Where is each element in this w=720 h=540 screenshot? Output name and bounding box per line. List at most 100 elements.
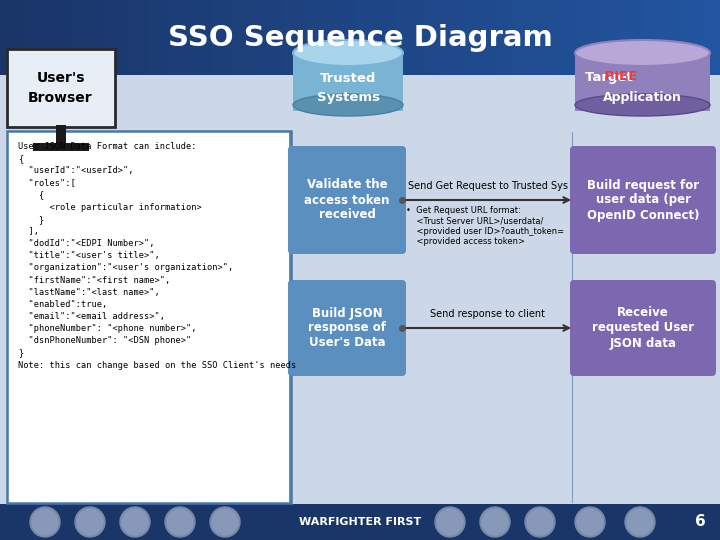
Bar xyxy=(709,0,713,75)
Bar xyxy=(425,0,428,75)
Circle shape xyxy=(30,507,60,537)
FancyBboxPatch shape xyxy=(570,146,716,254)
Bar xyxy=(608,0,612,75)
Bar xyxy=(158,0,162,75)
Bar xyxy=(122,0,126,75)
Bar xyxy=(335,0,338,75)
Text: Validate the
access token
received: Validate the access token received xyxy=(305,179,390,221)
Bar xyxy=(180,0,184,75)
Text: WARFIGHTER FIRST: WARFIGHTER FIRST xyxy=(299,517,421,527)
Bar xyxy=(115,0,119,75)
Text: Build JSON
response of
User's Data: Build JSON response of User's Data xyxy=(308,307,386,349)
Bar xyxy=(151,0,155,75)
Bar xyxy=(432,0,436,75)
Bar xyxy=(486,0,490,75)
Circle shape xyxy=(32,509,58,535)
Circle shape xyxy=(122,509,148,535)
Bar xyxy=(554,0,558,75)
Bar xyxy=(587,0,590,75)
Bar xyxy=(79,0,83,75)
Bar xyxy=(112,0,115,75)
Bar xyxy=(562,0,565,75)
Bar xyxy=(634,0,637,75)
Bar xyxy=(234,0,238,75)
Bar xyxy=(209,0,212,75)
Bar xyxy=(137,0,140,75)
Bar xyxy=(317,0,320,75)
Bar xyxy=(205,0,209,75)
Bar xyxy=(198,0,202,75)
Bar xyxy=(475,0,479,75)
Bar xyxy=(313,0,317,75)
Circle shape xyxy=(437,509,463,535)
Circle shape xyxy=(435,507,465,537)
Bar xyxy=(461,0,464,75)
Bar xyxy=(360,0,364,75)
Ellipse shape xyxy=(293,40,403,66)
Circle shape xyxy=(210,507,240,537)
Bar xyxy=(270,0,274,75)
Bar xyxy=(306,0,310,75)
Bar xyxy=(540,0,544,75)
Bar xyxy=(295,0,299,75)
Bar xyxy=(623,0,626,75)
Bar xyxy=(378,0,382,75)
Bar xyxy=(55,125,66,145)
Text: User's: User's xyxy=(36,71,85,84)
Circle shape xyxy=(120,507,150,537)
Bar xyxy=(522,0,526,75)
Text: User JSON Data Format can include:
{
  "userId":"<userId>",
  "roles":[
    {
  : User JSON Data Format can include: { "us… xyxy=(18,142,296,370)
Bar xyxy=(677,0,680,75)
Bar xyxy=(328,0,331,75)
Bar xyxy=(392,0,396,75)
Bar xyxy=(7,0,11,75)
Bar xyxy=(11,0,14,75)
Bar xyxy=(716,0,720,75)
Bar xyxy=(274,0,277,75)
Bar xyxy=(241,0,245,75)
Bar xyxy=(191,0,194,75)
Bar xyxy=(346,0,349,75)
Bar xyxy=(454,0,457,75)
Bar xyxy=(90,0,94,75)
Bar xyxy=(256,0,259,75)
Bar xyxy=(302,0,306,75)
Bar xyxy=(698,0,702,75)
Bar xyxy=(641,0,644,75)
Bar xyxy=(515,0,518,75)
Circle shape xyxy=(482,509,508,535)
Bar xyxy=(36,0,40,75)
Bar xyxy=(533,0,536,75)
Text: Application: Application xyxy=(603,91,682,104)
Bar xyxy=(248,0,252,75)
Bar xyxy=(65,0,68,75)
FancyBboxPatch shape xyxy=(6,49,114,126)
Bar xyxy=(508,0,511,75)
Bar xyxy=(338,0,342,75)
Bar xyxy=(630,0,634,75)
Bar xyxy=(565,0,569,75)
Bar xyxy=(356,0,360,75)
Bar xyxy=(50,0,54,75)
Bar xyxy=(32,0,36,75)
Bar xyxy=(479,0,482,75)
Bar xyxy=(281,0,284,75)
Bar xyxy=(94,0,97,75)
Circle shape xyxy=(480,507,510,537)
Circle shape xyxy=(167,509,193,535)
Bar xyxy=(40,0,43,75)
Bar xyxy=(61,0,65,75)
Bar xyxy=(529,0,533,75)
Bar xyxy=(155,0,158,75)
Bar xyxy=(83,0,86,75)
Bar xyxy=(680,0,684,75)
Bar xyxy=(104,0,108,75)
FancyBboxPatch shape xyxy=(7,131,291,503)
Bar xyxy=(101,0,104,75)
Bar xyxy=(575,53,710,111)
Bar xyxy=(212,0,216,75)
Bar xyxy=(436,0,439,75)
Bar xyxy=(284,0,288,75)
Bar xyxy=(450,0,454,75)
Bar xyxy=(97,0,101,75)
